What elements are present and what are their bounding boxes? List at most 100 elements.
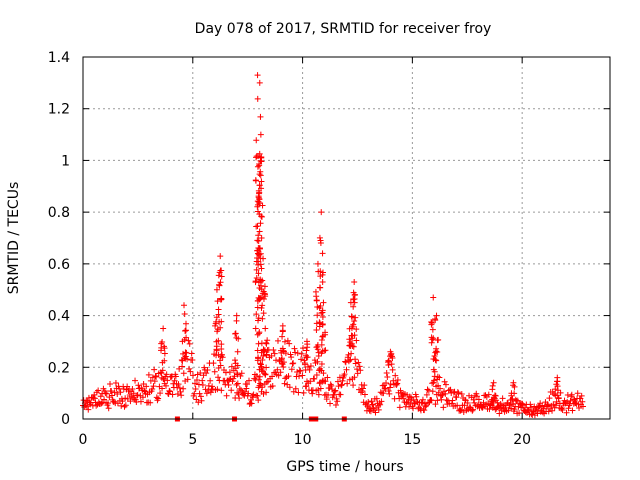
data-point xyxy=(139,394,146,401)
data-point xyxy=(234,370,241,377)
data-point xyxy=(218,295,225,302)
data-point xyxy=(356,363,363,370)
data-point xyxy=(447,386,454,393)
x-tick-label: 5 xyxy=(188,432,197,448)
data-point xyxy=(195,399,202,406)
data-point xyxy=(191,390,198,397)
data-point xyxy=(178,392,185,399)
data-point xyxy=(384,374,391,381)
data-point xyxy=(254,347,261,354)
data-point xyxy=(313,371,320,378)
data-point xyxy=(433,312,440,319)
data-point xyxy=(434,376,441,383)
data-point xyxy=(260,288,267,295)
data-point xyxy=(347,339,354,346)
data-point xyxy=(253,137,260,144)
data-point xyxy=(396,404,403,411)
data-point xyxy=(429,388,436,395)
y-tick-label: 1.4 xyxy=(48,50,70,66)
data-point xyxy=(159,367,166,374)
data-point xyxy=(388,351,395,358)
data-point xyxy=(257,113,264,120)
data-point xyxy=(215,337,222,344)
data-point xyxy=(509,395,516,402)
data-point xyxy=(545,402,552,409)
data-point xyxy=(562,400,569,407)
data-point xyxy=(400,395,407,402)
data-point xyxy=(554,392,561,399)
data-point xyxy=(103,390,110,397)
data-point xyxy=(322,378,329,385)
data-point xyxy=(302,366,309,373)
data-point xyxy=(217,253,224,260)
data-point xyxy=(182,349,189,356)
data-point xyxy=(410,396,417,403)
data-point xyxy=(449,397,456,404)
data-point xyxy=(353,326,360,333)
data-point xyxy=(284,337,291,344)
data-point xyxy=(118,402,125,409)
data-point xyxy=(122,402,129,409)
data-point xyxy=(202,386,209,393)
data-point xyxy=(320,332,327,339)
data-point xyxy=(256,373,263,380)
data-point xyxy=(421,407,428,414)
data-point xyxy=(205,387,212,394)
data-point xyxy=(117,389,124,396)
data-point xyxy=(324,374,331,381)
data-point xyxy=(197,370,204,377)
data-point xyxy=(296,373,303,380)
data-point xyxy=(457,407,464,414)
data-point xyxy=(535,404,542,411)
data-point xyxy=(155,395,162,402)
data-point xyxy=(544,401,551,408)
data-point xyxy=(430,366,437,373)
data-point xyxy=(482,392,489,399)
data-point xyxy=(213,343,220,350)
data-point xyxy=(578,392,585,399)
data-point xyxy=(261,370,268,377)
data-point xyxy=(319,348,326,355)
data-point xyxy=(373,395,380,402)
data-point xyxy=(334,398,341,405)
data-point xyxy=(567,397,574,404)
data-point xyxy=(365,398,372,405)
data-point xyxy=(251,375,258,382)
data-point xyxy=(298,356,305,363)
data-point xyxy=(232,330,239,337)
data-point xyxy=(318,310,325,317)
data-point xyxy=(286,340,293,347)
data-point xyxy=(182,355,189,362)
data-point xyxy=(279,345,286,352)
data-point xyxy=(316,380,323,387)
data-point xyxy=(215,374,222,381)
data-point xyxy=(319,250,326,257)
data-point xyxy=(323,396,330,403)
data-point xyxy=(282,375,289,382)
data-point xyxy=(281,380,288,387)
data-point xyxy=(419,399,426,406)
data-point xyxy=(262,371,269,378)
data-point xyxy=(334,378,341,385)
data-point xyxy=(268,352,275,359)
data-point xyxy=(434,337,441,344)
data-point xyxy=(354,366,361,373)
data-point xyxy=(454,389,461,396)
data-point xyxy=(539,402,546,409)
data-point xyxy=(319,279,326,286)
data-point xyxy=(331,388,338,395)
data-point xyxy=(198,397,205,404)
data-point xyxy=(179,363,186,370)
data-point xyxy=(348,350,355,357)
data-point xyxy=(568,393,575,400)
data-point xyxy=(255,232,262,239)
data-point xyxy=(255,193,262,200)
data-point xyxy=(197,393,204,400)
data-point xyxy=(108,388,115,395)
data-point xyxy=(343,366,350,373)
data-point xyxy=(163,371,170,378)
data-point xyxy=(193,377,200,384)
data-point xyxy=(428,397,435,404)
data-point xyxy=(454,402,461,409)
data-point xyxy=(558,405,565,412)
